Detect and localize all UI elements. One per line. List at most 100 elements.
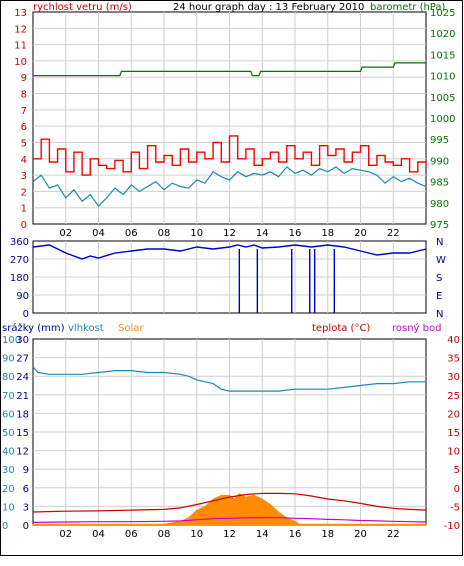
baro-tick-label: 1025: [430, 8, 455, 19]
temp-tick-label: 30: [447, 372, 460, 383]
baro-tick-label: 985: [430, 178, 449, 189]
humidity-tick-label: 30: [2, 465, 15, 476]
wind-tick-label: 10: [14, 57, 27, 68]
x-tick-label: 02: [59, 228, 72, 239]
x-tick-label: 10: [190, 228, 203, 239]
panel-direction-lines: [32, 244, 427, 313]
compass-label: S: [436, 273, 442, 284]
rain-tick-label: 24: [16, 372, 29, 383]
wind-axis-label: rychlost vetru (m/s): [33, 2, 132, 13]
rain-tick-label: 12: [16, 447, 29, 458]
compass-label: N: [436, 237, 443, 248]
wind-tick-label: 7: [21, 106, 27, 117]
x-tick-label: 06: [125, 529, 138, 540]
barometer-line: [33, 62, 426, 77]
rain-tick-label: 9: [23, 465, 29, 476]
rain-tick-label: 15: [16, 428, 29, 439]
humidity-tick-label: 90: [2, 354, 15, 365]
x-tick-label: 04: [92, 529, 105, 540]
baro-axis-ticks: 975 980 985 990 995 1000 1005 1010 1015 1020 1025: [430, 8, 455, 231]
temp-tick-label: 0: [454, 484, 460, 495]
humidity-tick-label: 60: [2, 409, 15, 420]
wind-tick-label: 6: [21, 122, 27, 133]
panel-wind-x-ticks: 02 04 06 08 10 12 14 16 18 20 22: [59, 228, 399, 239]
panel-temp-x-ticks: 02 04 06 08 10 12 14 16 18 20 22: [59, 529, 399, 540]
wind-tick-label: 5: [21, 138, 27, 149]
direction-tick-label: 360: [10, 237, 29, 248]
temp-tick-label: -10: [444, 521, 460, 532]
baro-tick-label: 995: [430, 135, 449, 146]
humidity-tick-label: 50: [2, 428, 15, 439]
direction-tick-label: 180: [10, 273, 29, 284]
baro-tick-label: 1010: [430, 72, 455, 83]
wind-average-line: [32, 166, 427, 208]
direction-tick-label: 270: [10, 255, 29, 266]
solar-axis-label: Solar: [118, 323, 144, 334]
baro-tick-label: 1005: [430, 93, 455, 104]
x-tick-label: 08: [158, 529, 171, 540]
direction-tick-label: 0: [23, 309, 29, 320]
rain-tick-label: 18: [16, 409, 29, 420]
wind-tick-label: 4: [21, 155, 27, 166]
temperature-line: [32, 492, 427, 513]
x-tick-label: 16: [289, 529, 302, 540]
panel-wind-lines: [32, 62, 427, 208]
x-tick-label: 16: [289, 228, 302, 239]
wind-tick-label: 0: [21, 220, 27, 231]
chart-title: 24 hour graph day : 13 February 2010: [173, 2, 364, 13]
temp-axis-ticks: -10 -5 0 5 10 15 20 25 30 35 40: [444, 335, 460, 532]
compass-label: W: [436, 255, 446, 266]
x-tick-label: 18: [321, 228, 334, 239]
temp-tick-label: 5: [454, 465, 460, 476]
temp-tick-label: 15: [447, 428, 460, 439]
rain-tick-label: 3: [23, 502, 29, 513]
wind-tick-label: 11: [14, 41, 27, 52]
x-tick-label: 04: [92, 228, 105, 239]
compass-label: N: [436, 309, 443, 320]
humidity-tick-label: 20: [2, 484, 15, 495]
panel-rain-temp: 0102030405060708090100036912151821242730…: [2, 322, 460, 540]
dewpoint-line: [32, 517, 427, 523]
x-tick-label: 14: [256, 228, 269, 239]
baro-tick-label: 975: [430, 220, 449, 231]
panel-temp-lines: [32, 366, 427, 526]
x-tick-label: 10: [190, 529, 203, 540]
baro-axis-label: barometr (hPa): [370, 2, 446, 13]
wind-tick-label: 12: [14, 24, 27, 35]
rain-tick-label: 6: [23, 484, 29, 495]
panel-wind-grid: [33, 12, 426, 224]
humidity-rain-axis-ticks: 0 10 20 30 40 50 60 70 80 90 100 0 3 6 9 12 15 18 21 24 27 30: [2, 335, 29, 532]
baro-tick-label: 1000: [430, 114, 455, 125]
wind-direction-line: [32, 244, 427, 260]
x-tick-label: 22: [387, 228, 400, 239]
baro-tick-label: 980: [430, 199, 449, 210]
rain-tick-label: 27: [16, 354, 29, 365]
temp-tick-label: 10: [447, 447, 460, 458]
temp-axis-label: teplota (°C): [312, 323, 370, 334]
wind-tick-label: 2: [21, 187, 27, 198]
wind-speed-line: [33, 135, 427, 176]
rain-tick-label: 21: [16, 391, 29, 402]
humidity-tick-label: 40: [2, 447, 15, 458]
wind-tick-label: 3: [21, 171, 27, 182]
humidity-tick-label: 10: [2, 502, 15, 513]
temp-tick-label: 40: [447, 335, 460, 346]
rain-axis-label: srážky (mm): [2, 322, 65, 334]
humidity-tick-label: 70: [2, 391, 15, 402]
solar-area: [32, 493, 427, 526]
x-tick-label: 12: [223, 529, 236, 540]
x-tick-label: 12: [223, 228, 236, 239]
x-tick-label: 14: [256, 529, 269, 540]
rain-tick-label: 0: [23, 521, 29, 532]
temp-tick-label: 20: [447, 409, 460, 420]
x-tick-label: 20: [354, 529, 367, 540]
wind-tick-label: 9: [21, 73, 27, 84]
wind-tick-label: 8: [21, 90, 27, 101]
temp-tick-label: 35: [447, 354, 460, 365]
baro-tick-label: 1015: [430, 50, 455, 61]
compass-label: E: [436, 291, 442, 302]
direction-axis-ticks: 360 270 180 90 0: [10, 237, 29, 320]
